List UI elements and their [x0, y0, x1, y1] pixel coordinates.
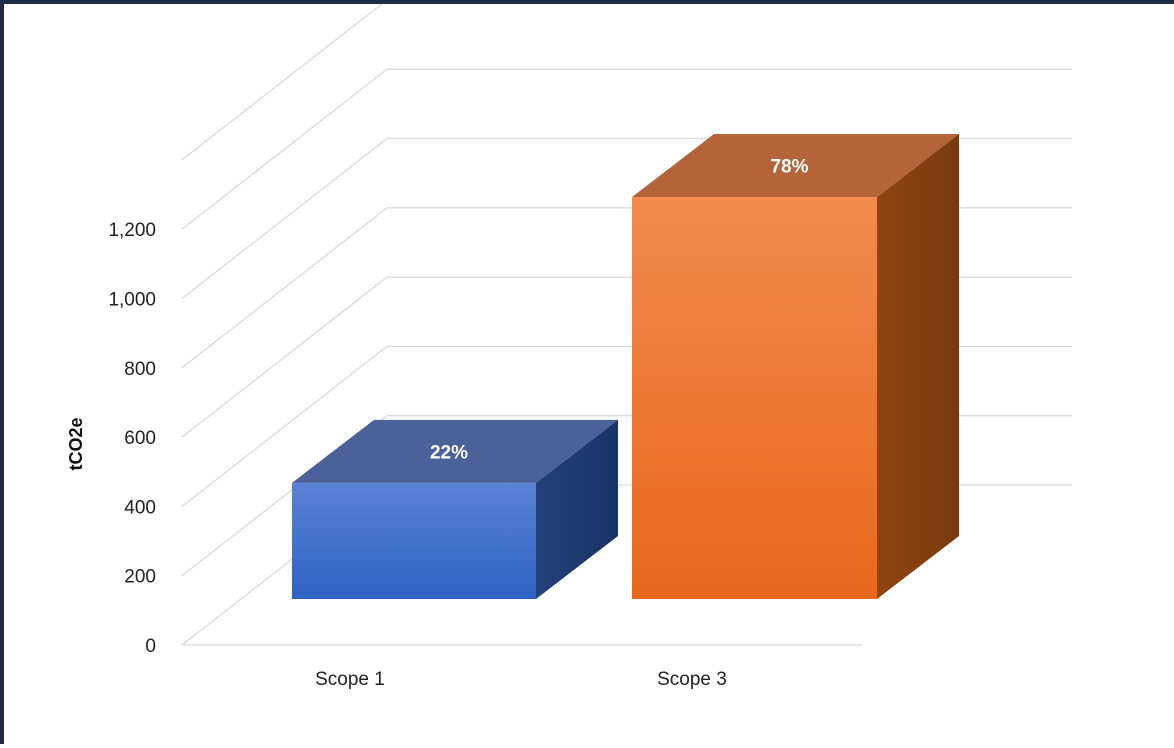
gridline-diagonal — [181, 4, 383, 161]
y-axis-ticks: 0 200 400 600 800 1,000 1,200 — [108, 220, 156, 657]
bar-scope-3: 78% — [632, 134, 959, 599]
y-tick-label: 1,200 — [108, 220, 156, 241]
bar-top-face — [292, 419, 618, 483]
y-tick-label: 600 — [124, 428, 156, 449]
gridline-diagonal — [181, 276, 388, 438]
gridline-diagonal — [181, 207, 388, 369]
bar-side-face — [536, 419, 618, 599]
bar-top-face — [632, 134, 959, 198]
bars: 22% 78% — [292, 134, 959, 599]
x-category-label: Scope 3 — [657, 669, 727, 690]
gridline-diagonal — [181, 68, 388, 230]
y-axis-label: tCO2e — [66, 417, 86, 470]
gridline-diagonal — [181, 137, 388, 300]
y-tick-label: 800 — [124, 359, 156, 380]
gridline-diagonal — [181, 345, 388, 507]
bar-data-label: 22% — [430, 442, 468, 463]
x-axis-categories: Scope 1 Scope 3 — [315, 669, 727, 690]
bar-scope-1: 22% — [292, 419, 618, 599]
x-category-label: Scope 1 — [315, 669, 385, 690]
y-tick-label: 400 — [124, 497, 156, 518]
bar-chart: 0 200 400 600 800 1,000 1,200 tCO2e 22% 78% Sco… — [66, 4, 1072, 690]
bar-front-face — [632, 197, 877, 599]
bar-side-face — [877, 134, 959, 599]
y-tick-label: 0 — [145, 636, 156, 657]
y-tick-label: 1,000 — [108, 290, 156, 311]
y-tick-label: 200 — [124, 567, 156, 588]
bar-data-label: 78% — [770, 157, 808, 178]
bar-front-face — [292, 482, 536, 599]
